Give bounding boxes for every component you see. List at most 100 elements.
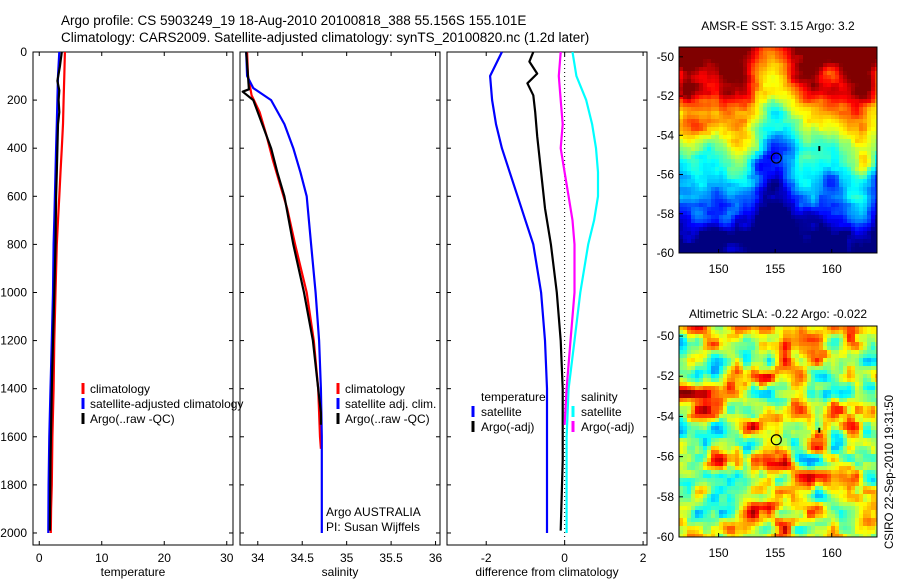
map-cell — [835, 171, 840, 176]
map-cell — [763, 175, 768, 180]
map-cell — [815, 151, 820, 156]
map-cell — [827, 370, 832, 375]
map-cell — [787, 358, 792, 363]
map-cell — [723, 346, 728, 351]
map-cell — [795, 191, 800, 196]
map-cell — [831, 390, 836, 395]
map-cell — [771, 127, 776, 132]
map-cell — [739, 394, 744, 399]
map-cell — [691, 462, 696, 467]
map-cell — [711, 47, 716, 52]
map-cell — [811, 107, 816, 112]
map-cell — [815, 123, 820, 128]
map-cell — [751, 51, 756, 56]
map-cell — [715, 79, 720, 84]
map-cell — [767, 446, 772, 451]
map-cell — [787, 95, 792, 100]
map-cell — [775, 486, 780, 491]
map-cell — [855, 466, 860, 471]
map-cell — [799, 55, 804, 60]
map-cell — [803, 498, 808, 503]
map-cell — [691, 438, 696, 443]
map-cell — [823, 227, 828, 232]
map-cell — [731, 458, 736, 463]
map-cell — [719, 103, 724, 108]
map-cell — [839, 179, 844, 184]
map-cell — [803, 71, 808, 76]
map-cell — [839, 370, 844, 375]
map-cell — [831, 63, 836, 68]
map-cell — [751, 219, 756, 224]
map-cell — [759, 135, 764, 140]
map-cell — [819, 111, 824, 116]
map-cell — [759, 155, 764, 160]
map-cell — [835, 123, 840, 128]
map-cell — [831, 235, 836, 240]
map-cell — [763, 346, 768, 351]
map-cell — [735, 179, 740, 184]
map-cell — [731, 338, 736, 343]
map-cell — [795, 398, 800, 403]
map-cell — [719, 239, 724, 244]
map-cell — [691, 123, 696, 128]
map-cell — [835, 227, 840, 232]
map-cell — [839, 326, 844, 331]
map-cell — [707, 502, 712, 507]
map-cell — [703, 207, 708, 212]
map-cell — [743, 454, 748, 459]
map-cell — [767, 406, 772, 411]
map-cell — [831, 115, 836, 120]
map-cell — [771, 251, 776, 253]
map-cell — [759, 75, 764, 80]
map-cell — [775, 398, 780, 403]
map-cell — [727, 366, 732, 371]
map-cell — [771, 223, 776, 228]
map-cell — [771, 59, 776, 64]
map-cell — [751, 398, 756, 403]
map-cell — [711, 239, 716, 244]
map-cell — [843, 251, 848, 253]
map-cell — [827, 175, 832, 180]
map-cell — [763, 374, 768, 379]
map-cell — [739, 103, 744, 108]
map-cell — [707, 490, 712, 495]
map-cell — [695, 430, 700, 435]
map-cell — [743, 207, 748, 212]
map-cell — [827, 446, 832, 451]
map-cell — [751, 55, 756, 60]
map-cell — [867, 119, 872, 124]
map-cell — [835, 187, 840, 192]
map-cell — [731, 231, 736, 236]
map-cell — [811, 219, 816, 224]
map-cell — [867, 203, 872, 208]
map-cell — [775, 147, 780, 152]
map-cell — [763, 163, 768, 168]
map-cell — [751, 370, 756, 375]
map-cell — [747, 251, 752, 253]
map-cell — [707, 59, 712, 64]
map-cell — [691, 374, 696, 379]
map-cell — [747, 171, 752, 176]
map-cell — [779, 179, 784, 184]
map-cell — [755, 458, 760, 463]
map-cell — [847, 135, 852, 140]
map-cell — [699, 334, 704, 339]
map-cell — [707, 418, 712, 423]
map-cell — [771, 155, 776, 160]
map-cell — [867, 187, 872, 192]
map-cell — [687, 394, 692, 399]
map-cell — [795, 199, 800, 204]
legend-entry-argo-raw-qc: Argo(..raw -QC) — [345, 412, 430, 426]
map-cell — [715, 195, 720, 200]
map-cell — [747, 231, 752, 236]
map-cell — [851, 434, 856, 439]
map-cell — [731, 143, 736, 148]
map-cell — [855, 239, 860, 244]
map-cell — [807, 183, 812, 188]
map-cell — [691, 231, 696, 236]
map-cell — [755, 490, 760, 495]
map-cell — [759, 494, 764, 499]
map-cell — [847, 203, 852, 208]
map-cell — [831, 402, 836, 407]
map-cell — [871, 207, 876, 212]
